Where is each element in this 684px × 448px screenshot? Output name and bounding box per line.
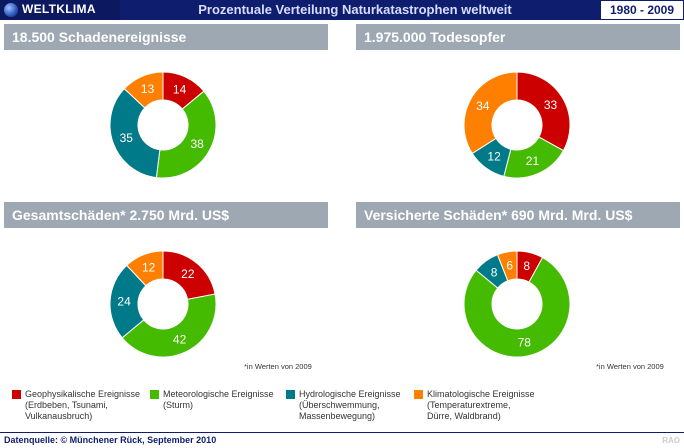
legend-swatch-geophysical <box>12 390 21 399</box>
donut-chart-total-losses: 22 42 24 12 <box>109 250 217 358</box>
donut-slice-meteorological <box>121 293 217 358</box>
brand-name: WELTKLIMA <box>22 2 96 16</box>
donut-chart-deaths: 33 21 12 34 <box>463 71 571 179</box>
slice-label-meteorological: 42 <box>173 332 187 346</box>
legend-label-meteorological: Meteorologische Ereignisse <box>163 389 274 399</box>
donut-slice-hydrological <box>109 88 161 179</box>
legend-label-climatological: Klimatologische Ereignisse <box>427 389 535 399</box>
slice-label-hydrological: 8 <box>491 265 498 279</box>
slice-label-climatological: 6 <box>506 259 513 273</box>
panel-title-deaths: 1.975.000 Todesopfer <box>356 24 680 50</box>
legend-label-hydrological: Hydrologische Ereignisse <box>299 389 401 399</box>
header-bar: WELTKLIMA Prozentuale Verteilung Naturka… <box>0 0 684 20</box>
legend-sub-climatological-1: (Temperaturextreme, <box>427 400 511 410</box>
donut-slice-climatological <box>123 71 164 109</box>
slice-label-climatological: 34 <box>476 99 490 113</box>
slice-label-hydrological: 35 <box>120 131 134 145</box>
legend-sub-climatological-2: Dürre, Waldbrand) <box>427 411 501 421</box>
footnote-insured-losses: *in Werten von 2009 <box>596 362 664 371</box>
legend-sub-hydrological-1: (Überschwemmung, <box>299 400 380 410</box>
legend-swatch-hydrological <box>286 390 295 399</box>
donut-chart-events: 14 38 35 13 <box>109 71 217 179</box>
donut-chart-insured-losses: 8 78 8 6 <box>463 250 571 358</box>
legend-sub-geophysical-2: Vulkanausbruch) <box>25 411 93 421</box>
slice-label-geophysical: 22 <box>181 267 195 281</box>
slice-label-meteorological: 38 <box>190 137 204 151</box>
slice-label-meteorological: 78 <box>518 335 532 349</box>
legend-sub-meteorological-1: (Sturm) <box>163 400 193 410</box>
period-label: 1980 - 2009 <box>600 0 684 20</box>
legend-label-geophysical: Geophysikalische Ereignisse <box>25 389 141 399</box>
slice-label-hydrological: 24 <box>117 295 131 309</box>
legend-swatch-meteorological <box>150 390 159 399</box>
rao-mark: RAO <box>662 436 680 445</box>
slice-label-meteorological: 21 <box>526 154 540 168</box>
page-title: Prozentuale Verteilung Naturkatastrophen… <box>198 2 512 17</box>
slice-label-climatological: 12 <box>142 261 156 275</box>
slice-label-geophysical: 33 <box>544 98 558 112</box>
globe-icon <box>4 3 18 17</box>
donut-slice-meteorological <box>155 90 217 179</box>
panel-title-insured-losses: Versicherte Schäden* 690 Mrd. Mrd. US$ <box>356 202 680 228</box>
legend-sub-geophysical-1: (Erdbeben, Tsunami, <box>25 400 108 410</box>
donut-slice-geophysical <box>516 71 571 152</box>
panel-title-total-losses: Gesamtschäden* 2.750 Mrd. US$ <box>4 202 328 228</box>
slice-label-climatological: 13 <box>141 82 155 96</box>
footer-bar: Datenquelle: © Münchener Rück, September… <box>0 432 684 448</box>
donut-slice-climatological <box>496 250 518 282</box>
brand-block: WELTKLIMA <box>0 0 120 20</box>
panel-title-events: 18.500 Schadenereignisse <box>4 24 328 50</box>
footnote-total-losses: *in Werten von 2009 <box>244 362 312 371</box>
donut-slice-climatological <box>126 250 164 287</box>
data-source: Datenquelle: © Münchener Rück, September… <box>4 435 217 445</box>
donut-slice-climatological <box>463 71 518 155</box>
slice-label-geophysical: 8 <box>523 259 530 273</box>
slice-label-geophysical: 14 <box>173 83 187 97</box>
legend-swatch-climatological <box>414 390 423 399</box>
legend-sub-hydrological-2: Massenbewegung) <box>299 411 376 421</box>
slice-label-hydrological: 12 <box>487 150 501 164</box>
